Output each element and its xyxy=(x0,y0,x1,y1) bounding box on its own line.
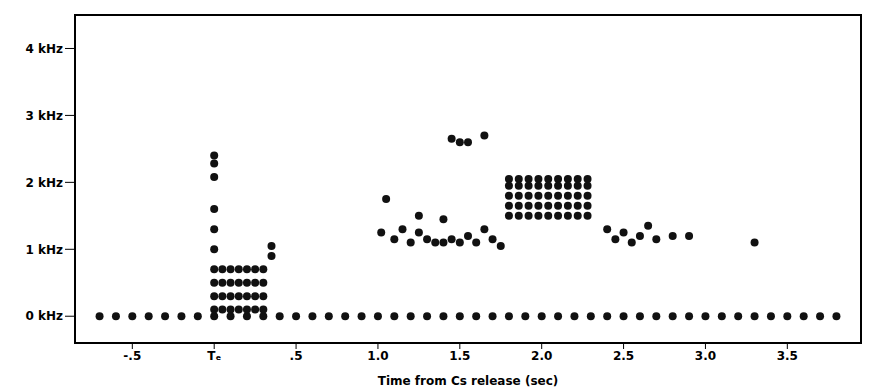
svg-text:2.0: 2.0 xyxy=(531,349,552,363)
svg-text:-.5: -.5 xyxy=(123,349,141,363)
svg-text:2 kHz: 2 kHz xyxy=(25,176,63,190)
svg-text:3.0: 3.0 xyxy=(695,349,716,363)
svg-text:3 kHz: 3 kHz xyxy=(25,109,63,123)
svg-text:0 kHz: 0 kHz xyxy=(25,309,63,323)
svg-text:1 kHz: 1 kHz xyxy=(25,243,63,257)
svg-text:.5: .5 xyxy=(290,349,303,363)
svg-text:Time from Cs release (sec): Time from Cs release (sec) xyxy=(378,374,559,388)
svg-text:4 kHz: 4 kHz xyxy=(25,42,63,56)
svg-text:1.5: 1.5 xyxy=(449,349,470,363)
svg-text:3.5: 3.5 xyxy=(777,349,798,363)
svg-text:Tₑ: Tₑ xyxy=(207,349,221,363)
svg-text:1.0: 1.0 xyxy=(367,349,388,363)
svg-text:2.5: 2.5 xyxy=(613,349,634,363)
